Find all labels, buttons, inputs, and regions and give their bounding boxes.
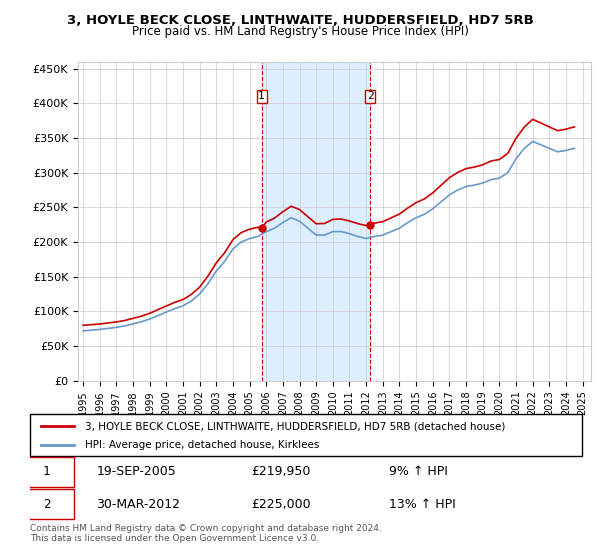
Text: 1: 1	[43, 465, 50, 478]
Text: £225,000: £225,000	[251, 497, 310, 511]
Text: HPI: Average price, detached house, Kirklees: HPI: Average price, detached house, Kirk…	[85, 440, 320, 450]
FancyBboxPatch shape	[19, 489, 74, 519]
Text: Contains HM Land Registry data © Crown copyright and database right 2024.
This d: Contains HM Land Registry data © Crown c…	[30, 524, 382, 543]
FancyBboxPatch shape	[30, 414, 582, 456]
Bar	[262, 62, 370, 381]
Text: £219,950: £219,950	[251, 465, 310, 478]
Text: 2: 2	[367, 91, 374, 101]
FancyBboxPatch shape	[19, 457, 74, 487]
Text: 13% ↑ HPI: 13% ↑ HPI	[389, 497, 455, 511]
Text: 19-SEP-2005: 19-SEP-2005	[96, 465, 176, 478]
Text: Price paid vs. HM Land Registry's House Price Index (HPI): Price paid vs. HM Land Registry's House …	[131, 25, 469, 38]
Text: 2: 2	[43, 497, 50, 511]
Text: 3, HOYLE BECK CLOSE, LINTHWAITE, HUDDERSFIELD, HD7 5RB (detached house): 3, HOYLE BECK CLOSE, LINTHWAITE, HUDDERS…	[85, 421, 506, 431]
Text: 1: 1	[258, 91, 265, 101]
Text: 30-MAR-2012: 30-MAR-2012	[96, 497, 180, 511]
Text: 3, HOYLE BECK CLOSE, LINTHWAITE, HUDDERSFIELD, HD7 5RB: 3, HOYLE BECK CLOSE, LINTHWAITE, HUDDERS…	[67, 14, 533, 27]
Text: 9% ↑ HPI: 9% ↑ HPI	[389, 465, 448, 478]
